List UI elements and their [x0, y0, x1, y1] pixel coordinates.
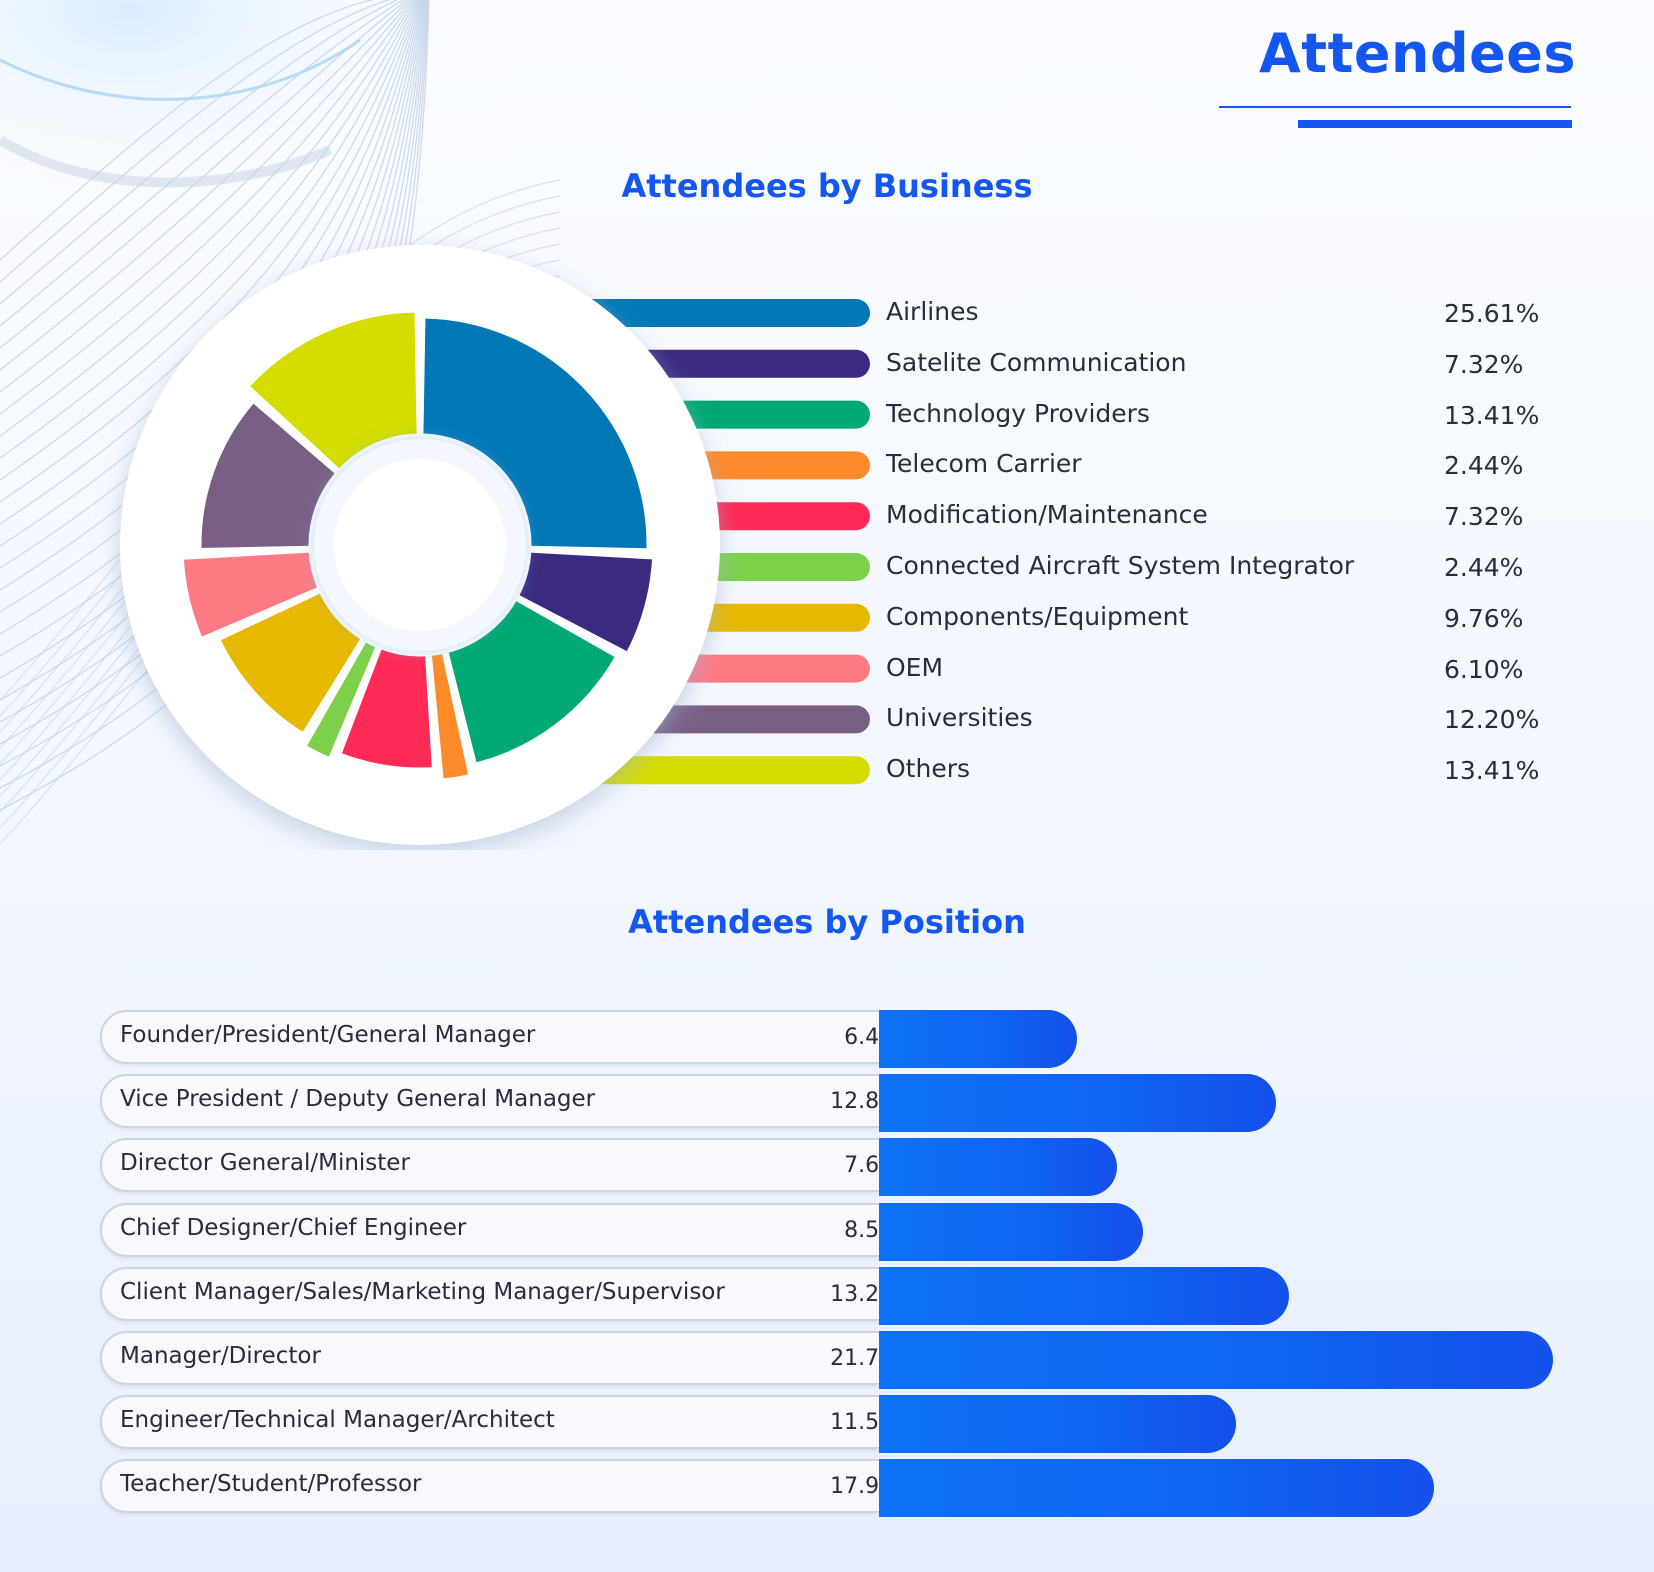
position-row: Client Manager/Sales/Marketing Manager/S…	[100, 1266, 1560, 1325]
position-chart-title: Attendees by Position	[628, 903, 1026, 941]
position-row: Engineer/Technical Manager/Architect 11.5…	[100, 1395, 1560, 1454]
position-label-pill	[100, 1266, 920, 1321]
donut-slice	[338, 646, 435, 771]
legend-label: OEM	[886, 652, 944, 682]
legend-value: 25.61%	[1444, 299, 1540, 328]
legend-value: 13.41%	[1444, 400, 1540, 430]
position-label-pill	[100, 1459, 920, 1514]
legend-label: Others	[886, 754, 971, 784]
position-row: Vice President / Deputy General Manager 1…	[100, 1074, 1560, 1133]
position-label: Teacher/Student/Professor	[120, 1471, 422, 1498]
legend-label: Telecom Carrier	[886, 449, 1082, 479]
donut-slice	[180, 549, 321, 641]
position-label: Manager/Director	[120, 1343, 321, 1369]
donut-slice	[217, 590, 364, 736]
business-chart-title: Attendees by Business	[621, 167, 1033, 205]
legend-value: 2.44%	[1444, 553, 1524, 582]
legend-value: 7.32%	[1444, 349, 1524, 379]
donut-slice	[516, 549, 656, 655]
legend-value: 6.10%	[1444, 654, 1524, 684]
position-label: Chief Designer/Chief Engineer	[120, 1214, 467, 1241]
donut-slice	[198, 399, 339, 552]
position-bar	[879, 1331, 1553, 1389]
position-label: Client Manager/Sales/Marketing Manager/S…	[120, 1278, 725, 1305]
position-bar	[879, 1395, 1236, 1454]
position-bar	[879, 1266, 1289, 1325]
position-bar	[879, 1459, 1434, 1518]
position-row: Teacher/Student/Professor 17.95%	[100, 1459, 1560, 1518]
business-donut-chart	[120, 245, 870, 845]
donut-hole-center	[334, 459, 506, 631]
legend-value: 13.41%	[1444, 756, 1540, 786]
position-label-pill	[100, 1074, 920, 1129]
legend-value: 7.32%	[1444, 502, 1524, 532]
donut-slice	[303, 639, 379, 761]
legend-label: Airlines	[886, 297, 979, 326]
position-label-pill	[100, 1395, 920, 1450]
position-bar	[879, 1010, 1077, 1068]
position-label-pill	[100, 1010, 920, 1064]
donut-slice	[420, 315, 650, 552]
title-underline	[1219, 106, 1571, 108]
legend-value: 12.20%	[1444, 705, 1540, 735]
position-label: Founder/President/General Manager	[120, 1022, 536, 1048]
legend-value: 9.76%	[1444, 603, 1524, 633]
position-label: Vice President / Deputy General Manager	[120, 1086, 596, 1113]
legend-label: Modification/Maintenance	[886, 500, 1208, 530]
donut-slice	[246, 309, 420, 472]
position-bar	[879, 1202, 1143, 1261]
title-underline-accent	[1298, 120, 1572, 128]
donut-slice	[428, 651, 472, 782]
position-label-pill	[100, 1331, 920, 1385]
legend-label: Components/Equipment	[886, 601, 1189, 631]
position-row: Founder/President/General Manager6.41%	[100, 1010, 1560, 1068]
position-label-pill	[100, 1138, 920, 1193]
page-title: Attendees	[1258, 22, 1576, 85]
legend-label: Satelite Communication	[886, 347, 1187, 377]
legend-label: Universities	[886, 703, 1033, 733]
position-label: Director General/Minister	[120, 1150, 410, 1177]
position-bar	[879, 1138, 1117, 1197]
position-row: Manager/Director 21.79%	[100, 1331, 1560, 1389]
position-label-pill	[100, 1202, 920, 1257]
position-row: Chief Designer/Chief Engineer8.55%	[100, 1202, 1560, 1261]
legend-label: Connected Aircraft System Integrator	[886, 551, 1355, 580]
position-row: Director General/Minister7.69%	[100, 1138, 1560, 1197]
legend-value: 2.44%	[1444, 451, 1524, 481]
position-label: Engineer/Technical Manager/Architect	[120, 1407, 555, 1434]
position-bar	[879, 1074, 1276, 1133]
legend-label: Technology Providers	[886, 398, 1150, 428]
donut-slice	[445, 597, 619, 766]
